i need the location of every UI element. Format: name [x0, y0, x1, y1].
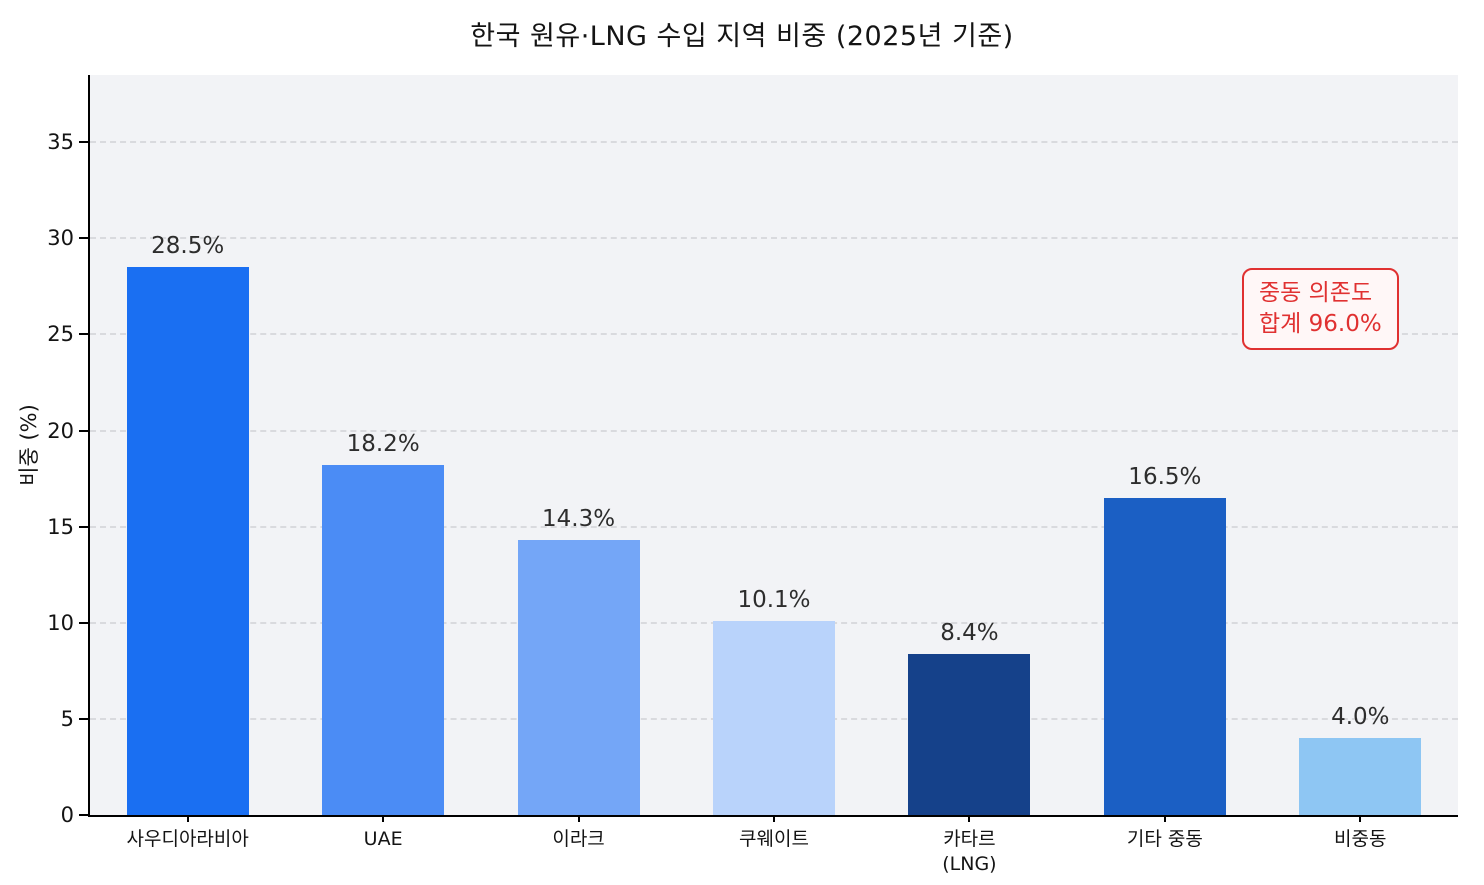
y-tick-mark	[79, 333, 88, 336]
gridline	[90, 333, 1458, 336]
x-tick-mark	[577, 815, 580, 822]
bar-value-label: 10.1%	[737, 586, 811, 613]
gridline	[90, 237, 1458, 240]
bar	[1103, 497, 1226, 815]
plot-area: 0 5 10 15 20 25 30 35 28.5% 사우디아라비아 18.2% UAE 14.3% 이…	[47, 75, 1458, 875]
annotation-box: 중동 의존도 합계 96.0%	[1242, 268, 1399, 351]
bar	[126, 267, 249, 815]
x-tick-mark	[773, 815, 775, 822]
x-tick-label: UAE	[363, 828, 403, 850]
gridline	[90, 525, 1458, 528]
y-tick-label: 15	[47, 514, 74, 539]
y-tick-mark	[79, 621, 88, 624]
y-tick-mark	[79, 717, 88, 720]
x-tick-label: 쿠웨이트	[739, 828, 809, 850]
chart-title: 한국 원유·LNG 수입 지역 비중 (2025년 기준)	[470, 21, 1014, 52]
y-tick-label: 20	[47, 418, 74, 443]
gridline	[90, 429, 1458, 432]
bar	[713, 620, 835, 815]
bar-value-label: 16.5%	[1128, 463, 1202, 490]
y-tick-mark	[79, 429, 88, 432]
y-axis-label: 비중 (%)	[17, 404, 41, 486]
bar-value-label: 8.4%	[940, 619, 999, 646]
y-tick-label: 5	[60, 706, 74, 731]
y-tick-label: 0	[60, 803, 74, 827]
x-tick-label: 이라크	[552, 828, 605, 850]
annotation-line-2: 합계 96.0%	[1259, 311, 1382, 338]
x-tick-label: 사우디아라비아	[126, 828, 249, 850]
y-tick-label: 25	[47, 322, 74, 347]
y-tick-label: 10	[47, 610, 74, 635]
y-tick-mark	[79, 525, 88, 528]
y-tick-label: 30	[47, 226, 74, 251]
y-tick-mark	[79, 237, 88, 240]
x-tick-mark	[1359, 815, 1362, 822]
bar	[517, 540, 640, 815]
x-tick-mark	[1163, 815, 1166, 822]
bar-value-label: 14.3%	[542, 506, 616, 533]
x-tick-mark	[382, 815, 385, 822]
x-tick-mark	[186, 815, 189, 822]
x-tick-label: 카타르 (LNG)	[942, 828, 997, 875]
x-tick-mark	[968, 815, 971, 822]
bar	[322, 465, 445, 815]
y-tick-mark	[79, 141, 88, 144]
bar-value-label: 28.5%	[151, 233, 225, 260]
bar	[908, 653, 1031, 815]
y-tick-label: 35	[47, 130, 74, 155]
gridline	[90, 141, 1458, 144]
y-tick-mark	[79, 814, 88, 816]
x-tick-label: 기타 중동	[1126, 828, 1203, 850]
x-tick-label: 비중동	[1334, 828, 1387, 850]
annotation-line-1: 중동 의존도	[1259, 280, 1373, 306]
bar-value-label: 18.2%	[346, 431, 420, 458]
bar-value-label: 4.0%	[1331, 704, 1390, 731]
bar	[1299, 738, 1422, 815]
